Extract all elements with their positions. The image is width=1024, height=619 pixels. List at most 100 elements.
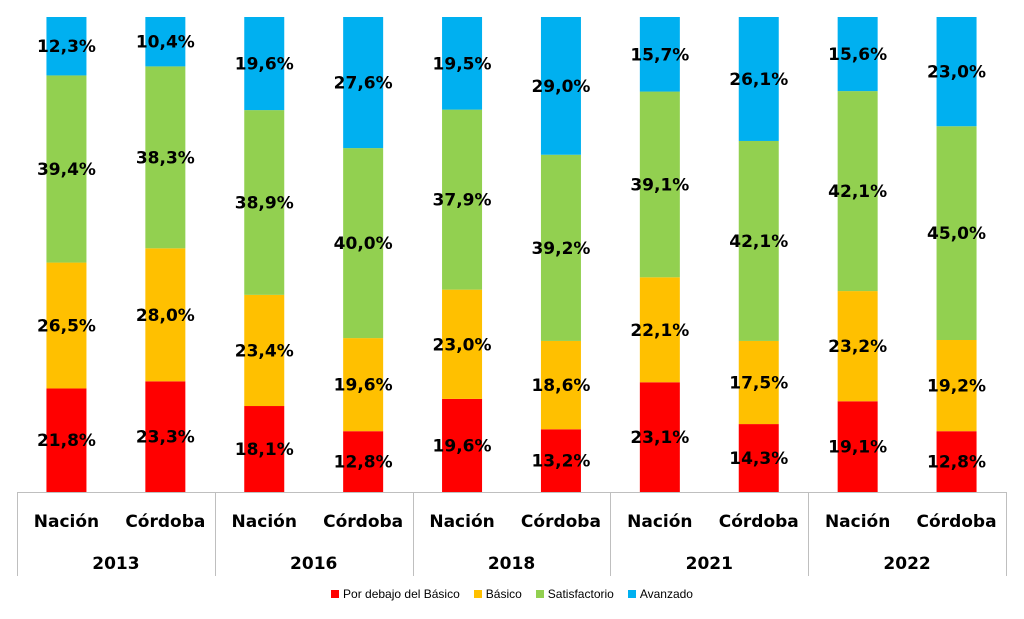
bar-segment-2022-córdoba-4	[936, 17, 977, 127]
legend-swatch	[535, 590, 544, 598]
bar-segment-2018-nación-3	[442, 109, 483, 290]
legend-item: Satisfactorio	[535, 587, 614, 601]
legend-label: Avanzado	[639, 587, 693, 601]
bar-segment-2018-córdoba-4	[540, 17, 581, 155]
legend-swatch	[331, 590, 340, 598]
bar-segment-2021-córdoba-2	[738, 340, 779, 425]
category-label: Nación	[825, 512, 890, 532]
data-label: 40,0%	[334, 234, 393, 254]
bar-segment-2022-nación-4	[837, 17, 878, 92]
bar-labels-layer: 21,8% 26,5% 39,4% 12,3% 23,3% 28,0% 38,3% 10,4%…	[37, 33, 986, 473]
bar-segment-2021-nación-4	[639, 17, 680, 92]
data-label: 19,6%	[433, 436, 492, 456]
data-label: 23,0%	[927, 63, 986, 83]
category-label: Córdoba	[323, 512, 403, 532]
bar-segment-2016-nación-3	[244, 110, 285, 295]
bar-segment-2022-nación-3	[837, 91, 878, 292]
bar-segment-2022-nación-2	[837, 291, 878, 402]
category-label: Córdoba	[917, 512, 997, 532]
data-label: 29,0%	[531, 77, 590, 97]
bar-segment-2013-córdoba-3	[145, 66, 186, 249]
data-label: 17,5%	[729, 374, 788, 394]
data-label: 12,3%	[37, 37, 96, 57]
bar-segment-2013-nación-3	[46, 75, 87, 263]
data-label: 12,8%	[927, 453, 986, 473]
stacked-bar-chart: 21,8% 26,5% 39,4% 12,3% 23,3% 28,0% 38,3% 10,4%…	[17, 17, 1007, 576]
data-label: 27,6%	[334, 74, 393, 94]
bar-segment-2016-nación-4	[244, 17, 285, 111]
bar-segment-2013-nación-1	[46, 388, 87, 492]
bar-segment-2013-córdoba-4	[145, 17, 186, 67]
bar-segment-2016-córdoba-1	[343, 431, 384, 492]
bar-segment-2018-nación-2	[442, 289, 483, 399]
data-label: 39,2%	[531, 239, 590, 259]
bars-layer	[46, 17, 977, 492]
data-label: 38,9%	[235, 193, 294, 213]
year-label: 2022	[883, 554, 930, 574]
legend: Por debajo del Básico Básico Satisfactorio…	[0, 587, 1024, 601]
legend-swatch	[473, 590, 482, 598]
data-label: 19,1%	[828, 438, 887, 458]
data-label: 23,4%	[235, 341, 294, 361]
data-label: 22,1%	[630, 321, 689, 341]
legend-label: Básico	[485, 587, 522, 601]
bar-segment-2016-nación-2	[244, 294, 285, 407]
year-label: 2013	[92, 554, 139, 574]
bar-segment-2018-nación-4	[442, 17, 483, 110]
data-label: 23,1%	[630, 428, 689, 448]
data-label: 21,8%	[37, 431, 96, 451]
data-label: 42,1%	[828, 182, 887, 202]
year-label: 2018	[488, 554, 535, 574]
legend-item: Por debajo del Básico	[331, 587, 460, 601]
data-label: 23,2%	[828, 337, 887, 357]
bar-segment-2022-córdoba-3	[936, 126, 977, 340]
data-label: 23,3%	[136, 428, 195, 448]
data-label: 39,1%	[630, 175, 689, 195]
bar-segment-2018-nación-1	[442, 398, 483, 492]
data-label: 37,9%	[433, 191, 492, 211]
category-label: Nación	[429, 512, 494, 532]
category-label: Nación	[34, 512, 99, 532]
legend-label: Satisfactorio	[547, 587, 614, 601]
bar-segment-2021-córdoba-3	[738, 140, 779, 341]
category-axis-table: Nación Córdoba 2013 Nación Córdoba 2016 Nación…	[17, 492, 1007, 576]
legend-item: Básico	[473, 587, 522, 601]
bar-segment-2018-córdoba-3	[540, 154, 581, 341]
data-label: 15,6%	[828, 45, 887, 65]
data-label: 12,8%	[334, 453, 393, 473]
legend-swatch	[627, 590, 636, 598]
data-label: 18,1%	[235, 440, 294, 460]
bar-segment-2013-nación-2	[46, 262, 87, 389]
data-label: 15,7%	[630, 45, 689, 65]
data-label: 45,0%	[927, 224, 986, 244]
year-label: 2016	[290, 554, 337, 574]
data-label: 39,4%	[37, 160, 96, 180]
bar-segment-2018-córdoba-2	[540, 340, 581, 430]
bar-segment-2021-córdoba-4	[738, 17, 779, 141]
bar-segment-2021-córdoba-1	[738, 424, 779, 492]
bar-segment-2013-córdoba-2	[145, 248, 186, 382]
bar-segment-2013-nación-4	[46, 17, 87, 76]
data-label: 19,2%	[927, 377, 986, 397]
bar-segment-2016-córdoba-4	[343, 17, 384, 149]
bar-segment-2016-córdoba-3	[343, 148, 384, 339]
data-label: 19,6%	[334, 376, 393, 396]
bar-segment-2022-córdoba-1	[936, 431, 977, 492]
bar-segment-2018-córdoba-1	[540, 429, 581, 492]
data-label: 42,1%	[729, 232, 788, 252]
bar-segment-2016-córdoba-2	[343, 338, 384, 432]
data-label: 26,1%	[729, 70, 788, 90]
data-label: 14,3%	[729, 449, 788, 469]
data-label: 23,0%	[433, 335, 492, 355]
bar-segment-2016-nación-1	[244, 406, 285, 492]
bar-segment-2021-nación-3	[639, 91, 680, 278]
category-label: Córdoba	[521, 512, 601, 532]
category-label: Córdoba	[125, 512, 205, 532]
data-label: 28,0%	[136, 306, 195, 326]
legend-item: Avanzado	[627, 587, 693, 601]
data-label: 10,4%	[136, 33, 195, 53]
bar-segment-2013-córdoba-1	[145, 381, 186, 492]
bar-segment-2021-nación-1	[639, 382, 680, 492]
data-label: 19,5%	[433, 54, 492, 74]
bar-segment-2021-nación-2	[639, 277, 680, 383]
